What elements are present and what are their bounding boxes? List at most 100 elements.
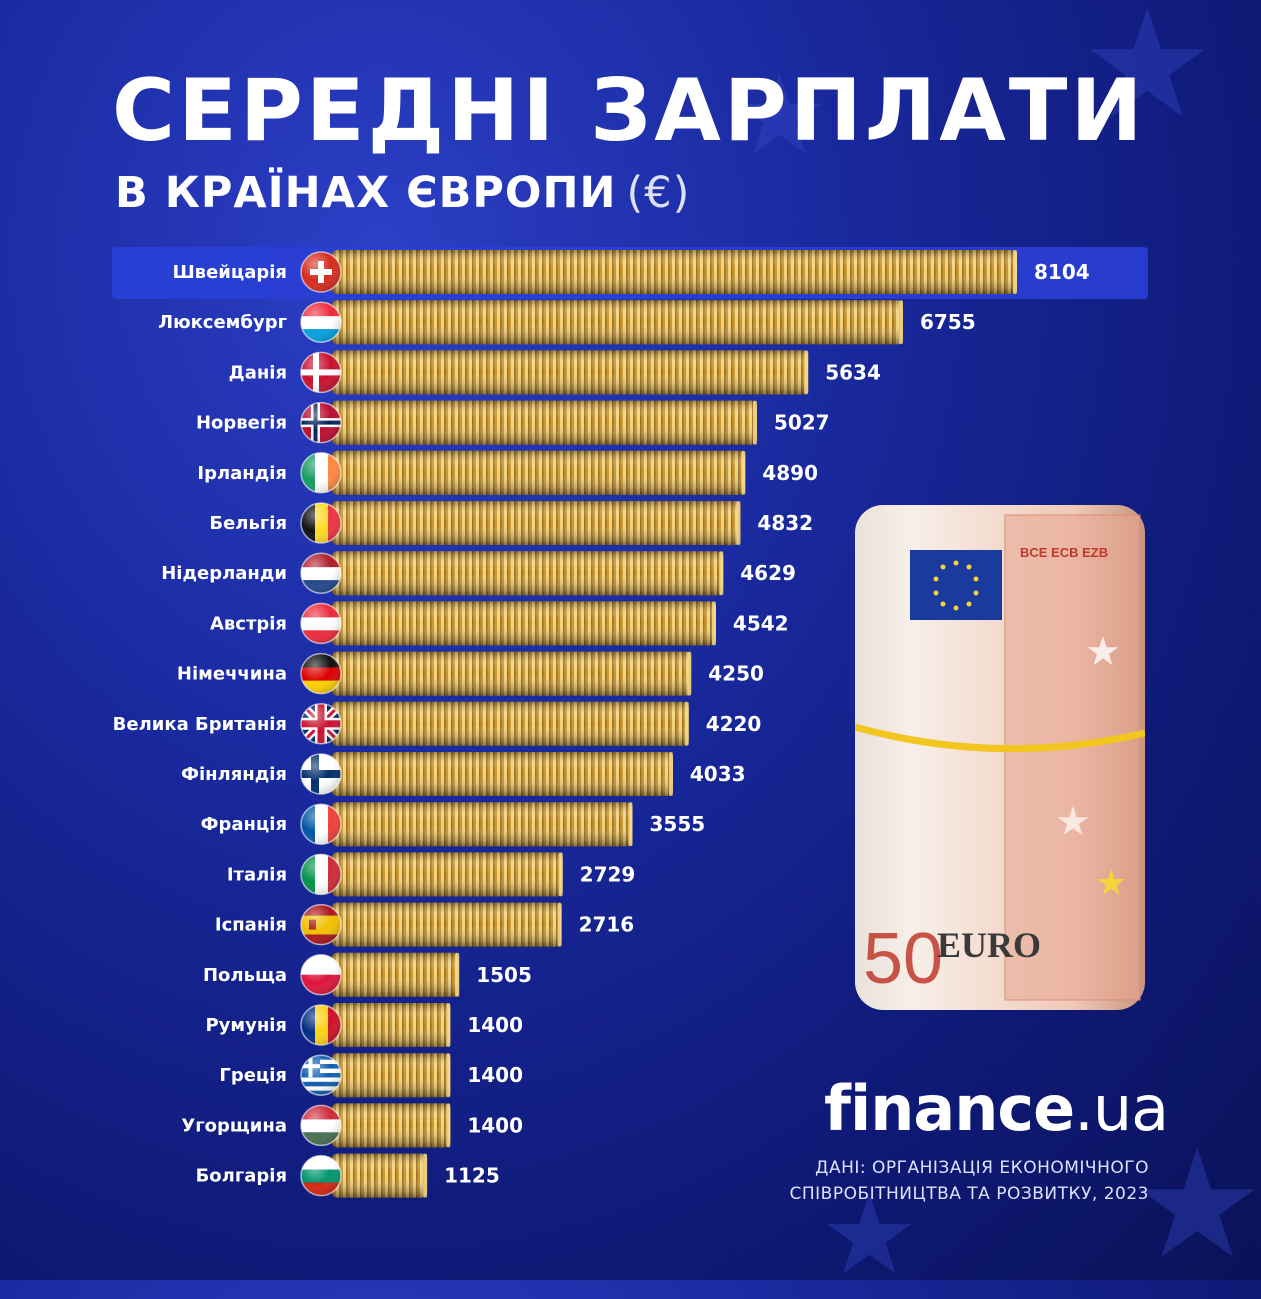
background-star-icon: ★ bbox=[730, 51, 829, 179]
bar bbox=[332, 1103, 451, 1148]
value-label: 4832 bbox=[757, 511, 813, 535]
bar bbox=[332, 350, 809, 395]
currency-unit: (€) bbox=[626, 168, 691, 218]
category-label: Ірландія bbox=[197, 463, 287, 484]
chart-row: Болгарія 1125 bbox=[196, 1153, 500, 1198]
value-label: 4542 bbox=[733, 611, 789, 635]
chart-row: Люксембург 6755 bbox=[158, 300, 976, 345]
chart-row: Австрія 4542 bbox=[210, 601, 789, 646]
chart-subtitle: В КРАЇНАХ ЄВРОПИ (€) bbox=[115, 168, 690, 218]
chart-row: Румунія 1400 bbox=[205, 1003, 523, 1047]
chart-row: Польща 1505 bbox=[203, 952, 532, 997]
category-label: Франція bbox=[201, 814, 287, 835]
value-label: 4890 bbox=[762, 461, 818, 485]
bar bbox=[332, 450, 746, 495]
value-label: 1125 bbox=[444, 1164, 500, 1188]
romania-flag-icon bbox=[300, 1004, 342, 1046]
swiss-flag-icon bbox=[300, 251, 342, 293]
category-label: Німеччина bbox=[177, 664, 287, 685]
denmark-flag-icon bbox=[300, 351, 342, 394]
bar bbox=[332, 300, 903, 345]
category-label: Іспанія bbox=[215, 915, 287, 936]
value-label: 4220 bbox=[706, 712, 762, 736]
background-star-icon: ★ bbox=[820, 1171, 919, 1299]
hungary-flag-icon bbox=[300, 1104, 342, 1147]
value-label: 2716 bbox=[579, 913, 635, 937]
subtitle-text: В КРАЇНАХ ЄВРОПИ bbox=[115, 168, 617, 218]
value-label: 4033 bbox=[690, 762, 746, 786]
italy-flag-icon bbox=[300, 853, 342, 896]
value-label: 8104 bbox=[1034, 260, 1090, 284]
bar bbox=[332, 701, 689, 746]
chart-row: Фінляндія 4033 bbox=[181, 752, 746, 796]
ireland-flag-icon bbox=[300, 452, 342, 494]
category-label: Італія bbox=[227, 864, 287, 885]
category-label: Люксембург bbox=[158, 312, 287, 333]
banknote-denomination: 50 bbox=[863, 919, 943, 999]
chart-row: Норвегія 5027 bbox=[196, 400, 830, 445]
bar bbox=[332, 802, 633, 847]
category-label: Швейцарія bbox=[172, 262, 287, 283]
category-label: Румунія bbox=[205, 1015, 287, 1036]
chart-row: Ірландія 4890 bbox=[197, 450, 818, 495]
category-label: Австрія bbox=[210, 613, 287, 634]
netherlands-flag-icon bbox=[300, 552, 342, 594]
bar bbox=[332, 400, 757, 445]
value-label: 2729 bbox=[580, 862, 636, 886]
bar bbox=[332, 1053, 451, 1098]
chart-title: СЕРЕДНІ ЗАРПЛАТИ bbox=[112, 61, 1146, 161]
bulgaria-flag-icon bbox=[300, 1154, 342, 1197]
category-label: Греція bbox=[219, 1065, 287, 1086]
chart-row: Німеччина 4250 bbox=[177, 651, 764, 696]
value-label: 6755 bbox=[920, 310, 976, 334]
uk-flag-icon bbox=[300, 703, 342, 745]
bar bbox=[332, 501, 741, 545]
category-label: Велика Британія bbox=[113, 714, 287, 735]
svg-text:★: ★ bbox=[1055, 799, 1091, 845]
value-label: 1400 bbox=[467, 1113, 523, 1137]
value-label: 5634 bbox=[825, 360, 881, 384]
category-label: Нідерланди bbox=[161, 563, 287, 584]
category-label: Бельгія bbox=[209, 513, 287, 534]
chart-row: Нідерланди 4629 bbox=[161, 551, 796, 596]
chart-row: Італія 2729 bbox=[227, 852, 636, 897]
finance-ua-logo: finance.ua bbox=[824, 1072, 1169, 1145]
background-star-icon: ★ bbox=[1080, 0, 1215, 152]
bar bbox=[332, 752, 673, 796]
value-label: 5027 bbox=[774, 411, 830, 435]
norway-flag-icon bbox=[300, 401, 342, 444]
chart-row: Франція 3555 bbox=[201, 802, 705, 847]
value-label: 4250 bbox=[708, 662, 764, 686]
category-label: Норвегія bbox=[196, 413, 287, 434]
bar bbox=[332, 852, 563, 897]
chart-row: Велика Британія 4220 bbox=[113, 701, 762, 746]
source-line-1: ДАНІ: ОРГАНІЗАЦІЯ ЕКОНОМІЧНОГО bbox=[815, 1158, 1149, 1178]
value-label: 3555 bbox=[649, 812, 705, 836]
value-label: 1400 bbox=[467, 1013, 523, 1037]
euro-banknote-roll-image: BCE ECB EZB ★ ★ ★ 50 EURO bbox=[855, 505, 1145, 1010]
chart-row: Данія 5634 bbox=[229, 350, 881, 395]
svg-text:★: ★ bbox=[1095, 863, 1127, 904]
chart-row: Швейцарія 8104 bbox=[112, 247, 1148, 299]
category-label: Угорщина bbox=[181, 1115, 287, 1136]
logo-domain: .ua bbox=[1074, 1072, 1169, 1145]
value-label: 1505 bbox=[476, 963, 532, 987]
bar bbox=[332, 551, 724, 596]
category-label: Данія bbox=[229, 362, 287, 383]
category-label: Болгарія bbox=[196, 1166, 287, 1187]
bar bbox=[332, 651, 692, 696]
spain-flag-icon bbox=[300, 903, 342, 946]
banknote-label: EURO bbox=[937, 925, 1041, 965]
bar bbox=[332, 601, 716, 646]
chart-row: Іспанія 2716 bbox=[215, 902, 635, 947]
bar bbox=[332, 1153, 428, 1198]
value-label: 4629 bbox=[740, 561, 796, 585]
banknote-serial-text: BCE ECB EZB bbox=[1020, 545, 1108, 560]
austria-flag-icon bbox=[300, 602, 342, 645]
bar bbox=[332, 250, 1017, 294]
bar bbox=[332, 1003, 451, 1047]
germany-flag-icon bbox=[300, 652, 342, 695]
background-star-icon: ★ bbox=[1130, 1118, 1261, 1292]
greece-flag-icon bbox=[300, 1054, 342, 1096]
